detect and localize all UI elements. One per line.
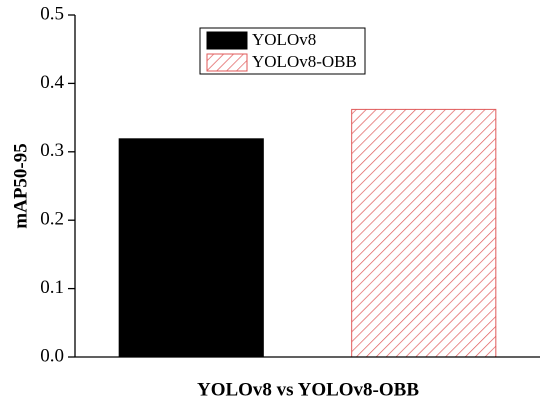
legend-label: YOLOv8	[252, 30, 316, 49]
y-axis-label: mAP50-95	[10, 143, 31, 228]
y-tick-label: 0.4	[40, 72, 64, 93]
y-tick-label: 0.5	[40, 3, 64, 24]
bar	[118, 138, 264, 358]
y-tick-label: 0.1	[40, 277, 64, 298]
legend-label: YOLOv8-OBB	[252, 52, 357, 71]
legend-swatch	[206, 31, 248, 50]
bar	[351, 108, 497, 358]
legend-swatch	[206, 53, 248, 72]
y-tick-label: 0.3	[40, 140, 64, 161]
y-tick-label: 0.0	[40, 345, 64, 366]
x-axis-label: YOLOv8 vs YOLOv8-OBB	[197, 379, 419, 400]
y-tick-label: 0.2	[40, 209, 64, 230]
